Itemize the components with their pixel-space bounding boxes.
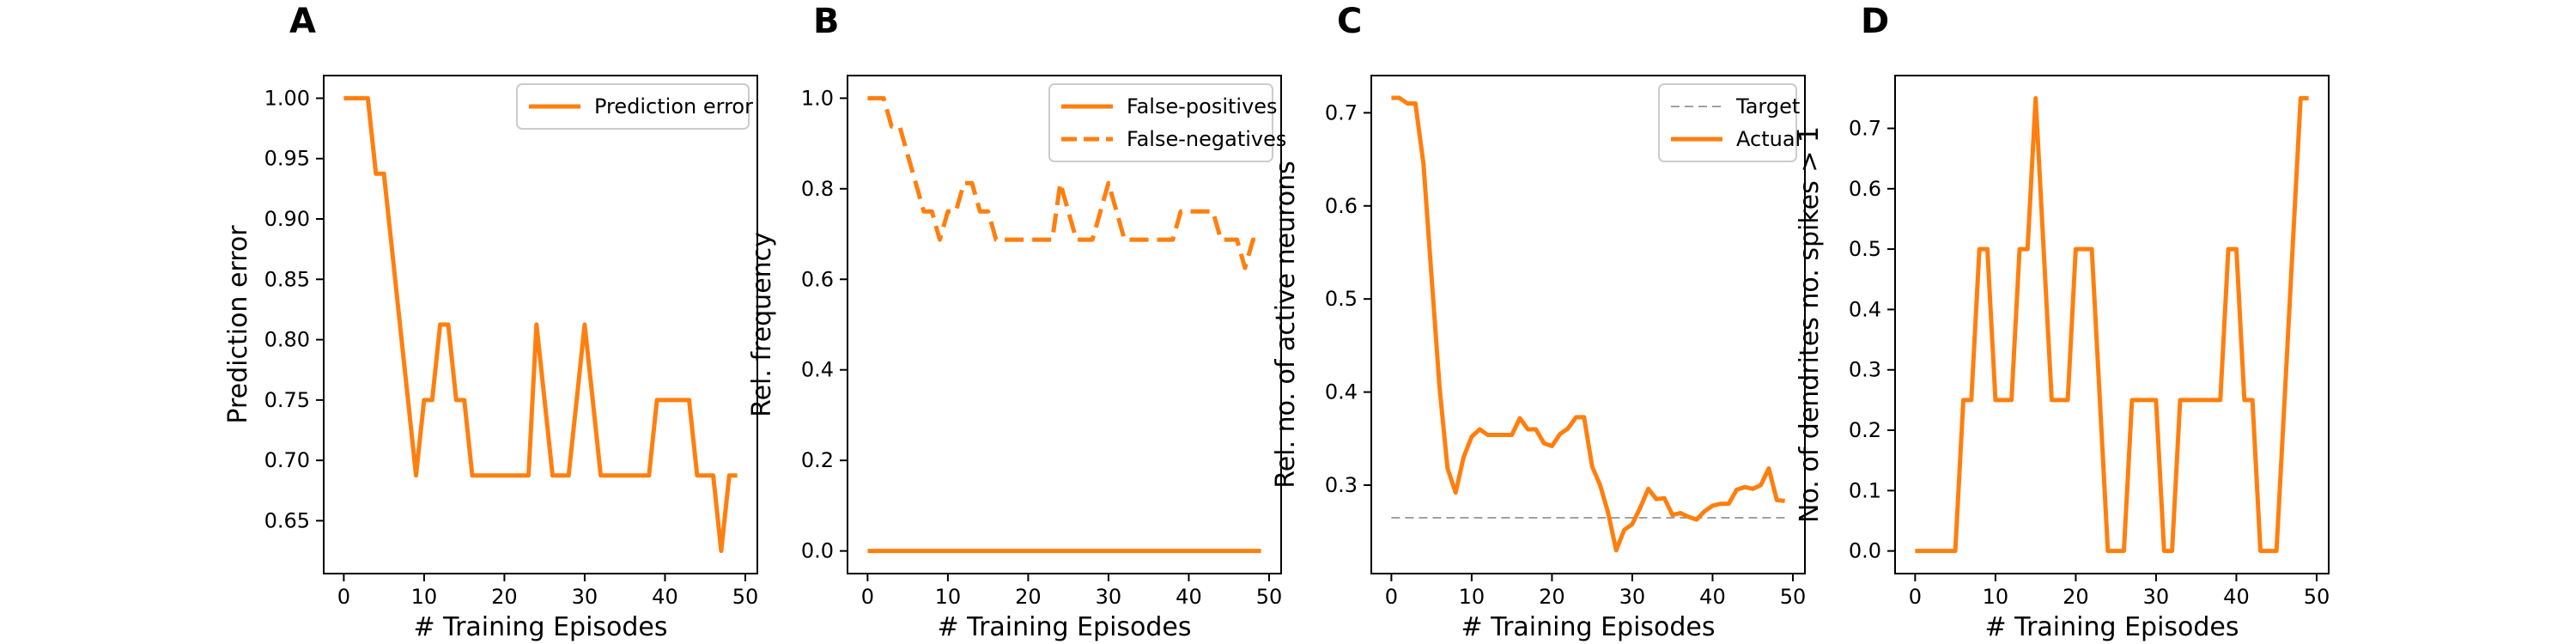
y-tick-label: 0.90 xyxy=(264,207,310,231)
x-tick-label: 20 xyxy=(1539,585,1565,609)
legend-label: Actual xyxy=(1736,127,1801,151)
x-tick-label: 10 xyxy=(1459,585,1485,609)
y-tick-label: 0.5 xyxy=(1849,237,1881,261)
y-tick-label: 0.4 xyxy=(801,358,834,382)
y-tick-label: 0.7 xyxy=(1325,100,1358,125)
legend: Prediction error xyxy=(516,83,753,130)
y-tick-label: 0.6 xyxy=(1325,194,1358,218)
panel-letter: A xyxy=(289,2,316,41)
y-tick-label: 0.6 xyxy=(1849,177,1881,201)
series-line-0 xyxy=(1915,95,2309,554)
y-tick-label: 1.0 xyxy=(801,86,834,110)
y-axis-label: Rel. no. of active neurons xyxy=(1271,161,1301,489)
axes-frame xyxy=(323,75,758,574)
panel-b: B 0 10 20 30 40 50 0.0 0.2 0.4 0.6 0.8 1.0 # Training… xyxy=(747,2,1286,642)
x-tick-label: 30 xyxy=(572,585,598,609)
axes-frame xyxy=(1894,75,2330,574)
y-tick-label: 0.75 xyxy=(264,388,310,412)
y-tick-label: 0.2 xyxy=(1849,418,1881,442)
y-axis-label: Prediction error xyxy=(223,225,253,424)
legend-label: Target xyxy=(1735,94,1800,118)
x-tick-label: 40 xyxy=(1699,585,1726,609)
x-tick-label: 20 xyxy=(2063,585,2089,609)
x-tick-label: 10 xyxy=(1983,585,2009,609)
panel-letter: B xyxy=(813,2,840,41)
x-tick-label: 30 xyxy=(1619,585,1646,609)
x-tick-label: 40 xyxy=(2223,585,2250,609)
y-tick-label: 0.65 xyxy=(264,508,310,532)
x-tick-label: 10 xyxy=(411,585,438,609)
y-tick-label: 0.0 xyxy=(1849,539,1881,563)
x-tick-label: 0 xyxy=(861,585,874,609)
y-axis-label: Rel. frequency xyxy=(747,232,777,417)
panel-a: A 0 10 20 30 40 50 0.65 0.70 0.75 0.80 0.85 0.90 0.95… xyxy=(223,2,758,642)
x-tick-label: 30 xyxy=(1096,585,1122,609)
x-tick-label: 50 xyxy=(732,585,759,609)
x-tick-label: 20 xyxy=(1015,585,1042,609)
panel-c: C 0 10 20 30 40 50 0.3 0.4 0.5 0.6 0.7 # Training Ep… xyxy=(1271,2,1806,642)
axes-frame xyxy=(847,75,1282,574)
x-tick-label: 40 xyxy=(652,585,678,609)
x-tick-label: 50 xyxy=(1780,585,1807,609)
series-line-prediction-error xyxy=(343,95,738,554)
y-tick-label: 0.7 xyxy=(1849,117,1881,141)
y-tick-label: 0.1 xyxy=(1849,478,1881,502)
y-tick-label: 0.4 xyxy=(1325,380,1358,404)
panel-letter: D xyxy=(1861,2,1889,41)
legend: Target Actual xyxy=(1658,83,1801,162)
legend-label: Prediction error xyxy=(594,94,753,118)
y-tick-label: 0.3 xyxy=(1325,473,1358,497)
axes-frame xyxy=(1370,75,1806,574)
legend-label: False-positives xyxy=(1127,94,1278,118)
x-tick-label: 0 xyxy=(337,585,350,609)
x-tick-label: 0 xyxy=(1909,585,1922,609)
series-line-actual xyxy=(1391,95,1785,553)
x-tick-label: 0 xyxy=(1385,585,1398,609)
legend: False-positives False-negatives xyxy=(1048,83,1286,162)
x-tick-label: 20 xyxy=(491,585,518,609)
legend-box xyxy=(1048,83,1273,162)
x-tick-label: 30 xyxy=(2143,585,2170,609)
y-tick-label: 0.85 xyxy=(264,267,310,291)
x-tick-label: 50 xyxy=(2304,585,2330,609)
y-tick-label: 0.6 xyxy=(801,267,834,291)
y-tick-label: 0.70 xyxy=(264,448,310,472)
x-axis-label: # Training Episodes xyxy=(1461,612,1715,642)
x-axis-label: # Training Episodes xyxy=(1984,612,2239,642)
y-tick-label: 0.5 xyxy=(1325,287,1358,311)
y-tick-label: 0.4 xyxy=(1849,297,1881,321)
y-tick-label: 0.3 xyxy=(1849,358,1881,382)
legend-box xyxy=(1658,83,1797,162)
x-axis-label: # Training Episodes xyxy=(413,612,667,642)
legend-box xyxy=(516,83,750,130)
y-axis-label: No. of dendrites no. spikes > 1 xyxy=(1795,126,1825,523)
y-tick-label: 0.0 xyxy=(801,539,834,563)
x-axis-label: # Training Episodes xyxy=(937,612,1191,642)
y-tick-label: 0.8 xyxy=(801,177,834,201)
x-tick-label: 40 xyxy=(1176,585,1202,609)
panel-letter: C xyxy=(1337,2,1362,41)
y-tick-label: 0.80 xyxy=(264,328,310,352)
x-tick-label: 50 xyxy=(1256,585,1283,609)
panel-d: D 0 10 20 30 40 50 0.0 0.1 0.2 0.3 0.4 0.5 0.6 0.7 # Tr… xyxy=(1795,2,2330,642)
series-line-false-negatives xyxy=(867,95,1261,270)
x-tick-label: 10 xyxy=(935,585,962,609)
y-tick-label: 1.00 xyxy=(264,86,310,110)
y-tick-label: 0.95 xyxy=(264,147,310,171)
y-tick-label: 0.2 xyxy=(801,448,834,472)
legend-label: False-negatives xyxy=(1127,127,1286,151)
